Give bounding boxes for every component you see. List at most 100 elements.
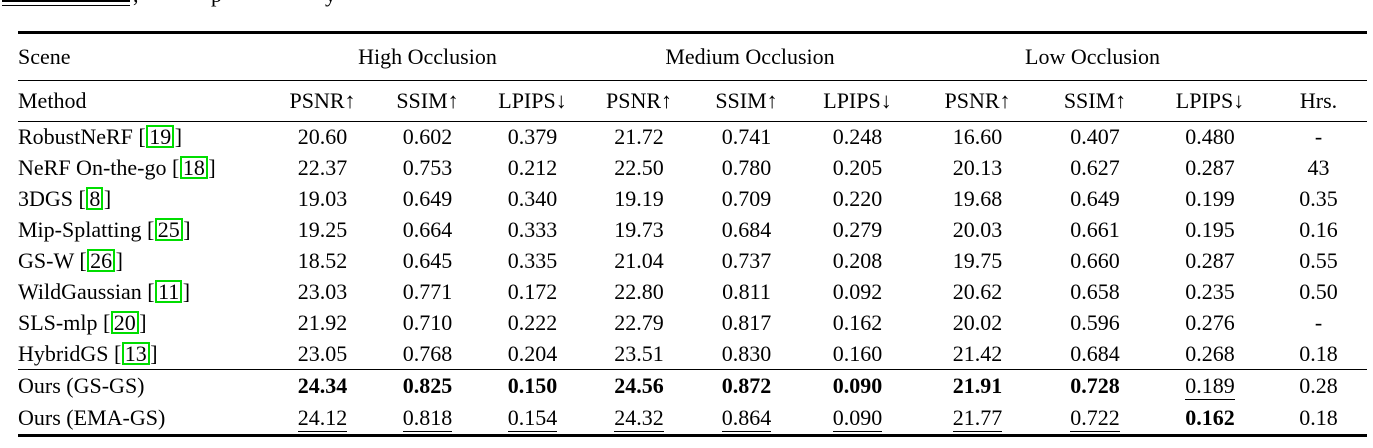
metric-value: 19.68 [952, 186, 1003, 211]
metric-value: 0.379 [507, 124, 558, 150]
metric-value-cell: 0.162 [1150, 403, 1270, 436]
metric-value-cell: 0.268 [1150, 339, 1270, 370]
citation-link[interactable]: 19 [146, 125, 175, 149]
metric-value: 20.62 [952, 279, 1003, 304]
citation-link[interactable]: 13 [121, 341, 150, 365]
col-header-psnr-medium: PSNR↑ [605, 88, 673, 113]
metric-value-cell: 0.222 [480, 308, 585, 339]
table-row: RobustNeRF [19] 20.60 0.602 0.379 21.72 0.741… [18, 122, 1367, 153]
metric-value: 0.811 [722, 279, 771, 304]
metric-value-cell: 0.154 [480, 403, 585, 436]
metric-value: 0.710 [402, 310, 453, 335]
metric-value: 23.05 [297, 340, 348, 366]
method-name: NeRF On-the-go [18, 155, 167, 180]
metric-value-cell: 0.684 [1040, 339, 1150, 370]
col-header-ssim-medium: SSIM↑ [715, 88, 778, 113]
hours-cell: 0.18 [1299, 340, 1338, 366]
method-cell: HybridGS [13] [18, 340, 158, 366]
caption-underline-fragment [2, 0, 130, 6]
caption-descender-fragment: y [325, 0, 336, 6]
metric-value-cell: 19.68 [915, 184, 1040, 215]
metric-value-cell: 0.602 [375, 122, 480, 153]
metric-value-cell: 21.91 [915, 370, 1040, 403]
citation-link[interactable]: 18 [179, 156, 208, 179]
metric-value-cell: 0.709 [693, 184, 800, 215]
metric-value-cell: 0.092 [800, 277, 915, 308]
metric-value-cell: 18.52 [270, 246, 375, 277]
results-table: Scene High Occlusion Medium Occlusion Lo… [18, 31, 1368, 437]
col-header-ssim-low: SSIM↑ [1063, 88, 1127, 113]
metric-value-cell: 0.160 [800, 339, 915, 370]
metric-value: 0.684 [721, 217, 772, 242]
metric-value-cell: 0.212 [480, 153, 585, 184]
metric-value: 0.817 [721, 310, 772, 335]
metric-value: 0.160 [832, 340, 883, 366]
metric-value-cell: 21.04 [585, 246, 693, 277]
metric-value: 20.13 [952, 155, 1003, 180]
metric-value-cell: 0.480 [1150, 122, 1270, 153]
metric-value-cell: 0.768 [375, 339, 480, 370]
metric-value-cell: 0.090 [800, 403, 915, 436]
metric-value: 0.753 [402, 155, 453, 180]
metric-value: 23.51 [614, 340, 664, 366]
metric-value: 21.72 [614, 124, 664, 150]
group-header-medium-occlusion: Medium Occlusion [665, 44, 835, 69]
method-header: Method [18, 88, 87, 113]
metric-value-cell: 23.05 [270, 339, 375, 370]
metric-value-cell: 20.60 [270, 122, 375, 153]
metric-value-cell: 0.649 [1040, 184, 1150, 215]
metric-value: 0.660 [1070, 248, 1120, 273]
metric-value: 0.220 [832, 186, 883, 211]
metric-value: 0.092 [832, 279, 883, 304]
hours-cell: - [1314, 310, 1323, 335]
metric-value: 20.03 [952, 217, 1003, 242]
metric-value-cell: 21.77 [915, 403, 1040, 436]
citation-link[interactable]: 8 [86, 187, 104, 210]
metric-value: 16.60 [952, 124, 1003, 150]
metric-value-cell: 0.645 [375, 246, 480, 277]
metric-value: 0.722 [1070, 405, 1120, 433]
metric-value-cell: 0.340 [480, 184, 585, 215]
col-header-lpips-medium: LPIPS↓ [823, 88, 892, 113]
table-row: WildGaussian [11] 23.03 0.771 0.172 22.80 0.8… [18, 277, 1367, 308]
caption-comma-fragment: , [133, 0, 139, 6]
table-row: GS-W [26] 18.52 0.645 0.335 21.04 0.737 0.208 1… [18, 246, 1367, 277]
metric-value-cell: 0.333 [480, 215, 585, 246]
col-header-psnr-low: PSNR↑ [944, 88, 1011, 113]
col-header-psnr-high: PSNR↑ [289, 88, 356, 113]
metric-value: 20.60 [297, 124, 348, 150]
metric-value: 0.649 [1070, 186, 1120, 211]
metric-value: 0.248 [832, 124, 883, 150]
metric-value: 0.627 [1070, 155, 1120, 180]
metric-value: 22.50 [614, 155, 664, 180]
metric-value-cell: 21.92 [270, 308, 375, 339]
metric-value: 0.162 [832, 310, 883, 335]
method-cell: Mip-Splatting [25] [18, 217, 191, 242]
metric-value-cell: 20.02 [915, 308, 1040, 339]
citation-link[interactable]: 11 [155, 280, 183, 303]
metric-value-cell: 0.248 [800, 122, 915, 153]
citation-link[interactable]: 26 [87, 249, 116, 272]
citation-link[interactable]: 25 [154, 218, 183, 241]
metric-value: 0.602 [402, 124, 453, 150]
method-cell: NeRF On-the-go [18] [18, 155, 216, 180]
metric-value: 24.34 [297, 373, 348, 399]
metric-value-cell: 0.205 [800, 153, 915, 184]
group-header-low-occlusion: Low Occlusion [1025, 44, 1161, 69]
metric-value-cell: 0.208 [800, 246, 915, 277]
metric-value: 21.92 [297, 310, 348, 335]
metric-value: 22.37 [297, 155, 348, 180]
method-name: RobustNeRF [18, 124, 133, 150]
metric-value: 24.12 [297, 405, 348, 433]
metric-value: 22.79 [614, 310, 664, 335]
table-row: SLS-mlp [20] 21.92 0.710 0.222 22.79 0.817 0.1… [18, 308, 1367, 339]
col-header-lpips-low: LPIPS↓ [1175, 88, 1245, 113]
metric-value-cell: 0.830 [693, 339, 800, 370]
metric-value-cell: 19.25 [270, 215, 375, 246]
citation-link[interactable]: 20 [110, 311, 139, 334]
metric-value: 0.741 [721, 124, 772, 150]
metric-value: 0.480 [1185, 124, 1235, 150]
metric-value-cell: 0.287 [1150, 153, 1270, 184]
method-cell: RobustNeRF [19] [18, 124, 183, 150]
metric-value-cell: 0.627 [1040, 153, 1150, 184]
